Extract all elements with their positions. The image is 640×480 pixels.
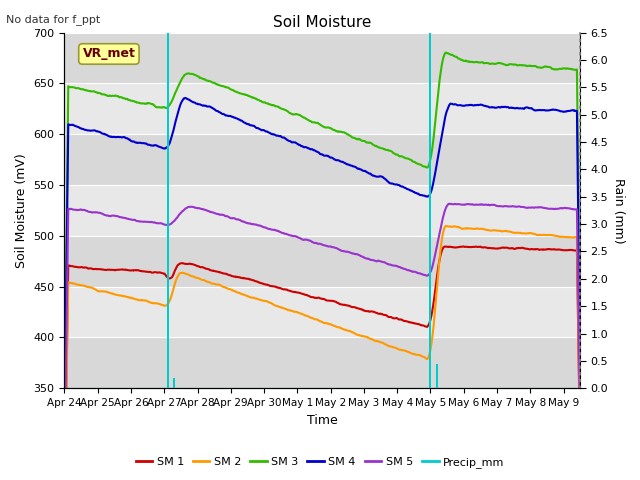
Text: VR_met: VR_met <box>83 48 135 60</box>
Y-axis label: Soil Moisture (mV): Soil Moisture (mV) <box>15 153 28 268</box>
Bar <box>65 287 580 337</box>
Text: No data for f_ppt: No data for f_ppt <box>6 14 100 25</box>
X-axis label: Time: Time <box>307 414 338 427</box>
Bar <box>65 134 580 185</box>
Legend: SM 1, SM 2, SM 3, SM 4, SM 5, Precip_mm: SM 1, SM 2, SM 3, SM 4, SM 5, Precip_mm <box>131 452 509 472</box>
Title: Soil Moisture: Soil Moisture <box>273 15 371 30</box>
Bar <box>65 185 580 236</box>
Bar <box>65 84 580 134</box>
Bar <box>429 33 431 388</box>
Bar <box>173 378 175 388</box>
Bar <box>436 364 438 388</box>
Bar <box>65 236 580 287</box>
Y-axis label: Rain (mm): Rain (mm) <box>612 178 625 243</box>
Bar <box>167 33 169 388</box>
Bar <box>65 337 580 388</box>
Bar <box>65 33 580 84</box>
